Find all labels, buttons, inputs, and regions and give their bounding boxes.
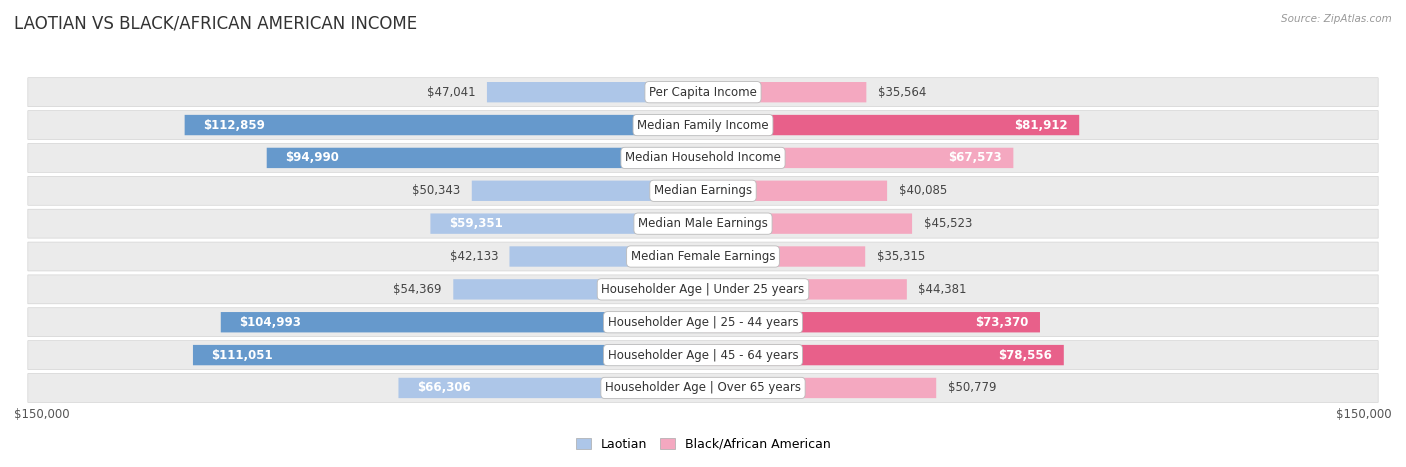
Text: $66,306: $66,306	[416, 382, 471, 395]
Text: $35,315: $35,315	[877, 250, 925, 263]
FancyBboxPatch shape	[703, 345, 1064, 365]
Text: $111,051: $111,051	[211, 348, 273, 361]
FancyBboxPatch shape	[703, 213, 912, 234]
FancyBboxPatch shape	[486, 82, 703, 102]
Text: $67,573: $67,573	[948, 151, 1002, 164]
Text: $150,000: $150,000	[1336, 408, 1392, 421]
Text: LAOTIAN VS BLACK/AFRICAN AMERICAN INCOME: LAOTIAN VS BLACK/AFRICAN AMERICAN INCOME	[14, 14, 418, 32]
Text: Median Earnings: Median Earnings	[654, 184, 752, 197]
FancyBboxPatch shape	[28, 209, 1378, 238]
Text: $45,523: $45,523	[924, 217, 972, 230]
FancyBboxPatch shape	[28, 111, 1378, 140]
Text: Householder Age | Over 65 years: Householder Age | Over 65 years	[605, 382, 801, 395]
Text: Median Male Earnings: Median Male Earnings	[638, 217, 768, 230]
Legend: Laotian, Black/African American: Laotian, Black/African American	[575, 438, 831, 451]
FancyBboxPatch shape	[184, 115, 703, 135]
FancyBboxPatch shape	[193, 345, 703, 365]
Text: $50,343: $50,343	[412, 184, 460, 197]
Text: $42,133: $42,133	[450, 250, 498, 263]
Text: $78,556: $78,556	[998, 348, 1052, 361]
Text: $44,381: $44,381	[918, 283, 967, 296]
FancyBboxPatch shape	[703, 312, 1040, 333]
FancyBboxPatch shape	[28, 143, 1378, 172]
FancyBboxPatch shape	[28, 275, 1378, 304]
FancyBboxPatch shape	[472, 181, 703, 201]
FancyBboxPatch shape	[430, 213, 703, 234]
FancyBboxPatch shape	[703, 82, 866, 102]
Text: $104,993: $104,993	[239, 316, 301, 329]
Text: $54,369: $54,369	[394, 283, 441, 296]
Text: $59,351: $59,351	[449, 217, 502, 230]
FancyBboxPatch shape	[703, 279, 907, 299]
Text: Householder Age | 25 - 44 years: Householder Age | 25 - 44 years	[607, 316, 799, 329]
Text: $94,990: $94,990	[285, 151, 339, 164]
Text: Householder Age | 45 - 64 years: Householder Age | 45 - 64 years	[607, 348, 799, 361]
Text: Median Family Income: Median Family Income	[637, 119, 769, 132]
Text: Per Capita Income: Per Capita Income	[650, 85, 756, 99]
FancyBboxPatch shape	[28, 308, 1378, 337]
Text: Median Female Earnings: Median Female Earnings	[631, 250, 775, 263]
FancyBboxPatch shape	[509, 246, 703, 267]
Text: $35,564: $35,564	[877, 85, 927, 99]
FancyBboxPatch shape	[28, 340, 1378, 369]
Text: $73,370: $73,370	[976, 316, 1029, 329]
Text: $81,912: $81,912	[1014, 119, 1067, 132]
FancyBboxPatch shape	[28, 374, 1378, 403]
FancyBboxPatch shape	[28, 177, 1378, 205]
Text: Householder Age | Under 25 years: Householder Age | Under 25 years	[602, 283, 804, 296]
FancyBboxPatch shape	[703, 115, 1080, 135]
Text: $50,779: $50,779	[948, 382, 997, 395]
FancyBboxPatch shape	[28, 242, 1378, 271]
FancyBboxPatch shape	[267, 148, 703, 168]
Text: Median Household Income: Median Household Income	[626, 151, 780, 164]
Text: $150,000: $150,000	[14, 408, 70, 421]
FancyBboxPatch shape	[703, 148, 1014, 168]
Text: Source: ZipAtlas.com: Source: ZipAtlas.com	[1281, 14, 1392, 24]
Text: $40,085: $40,085	[898, 184, 946, 197]
FancyBboxPatch shape	[703, 246, 865, 267]
FancyBboxPatch shape	[453, 279, 703, 299]
FancyBboxPatch shape	[398, 378, 703, 398]
FancyBboxPatch shape	[28, 78, 1378, 106]
FancyBboxPatch shape	[221, 312, 703, 333]
Text: $112,859: $112,859	[202, 119, 264, 132]
FancyBboxPatch shape	[703, 378, 936, 398]
FancyBboxPatch shape	[703, 181, 887, 201]
Text: $47,041: $47,041	[427, 85, 475, 99]
